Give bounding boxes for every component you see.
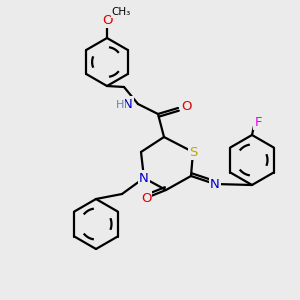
Text: O: O [102,14,112,26]
Text: CH₃: CH₃ [111,7,130,17]
Text: N: N [210,178,220,190]
Text: F: F [254,116,262,128]
Text: H: H [116,100,124,110]
Text: O: O [141,191,151,205]
Text: O: O [181,100,191,113]
Text: S: S [189,146,197,158]
Text: N: N [123,98,133,110]
Text: N: N [139,172,149,184]
